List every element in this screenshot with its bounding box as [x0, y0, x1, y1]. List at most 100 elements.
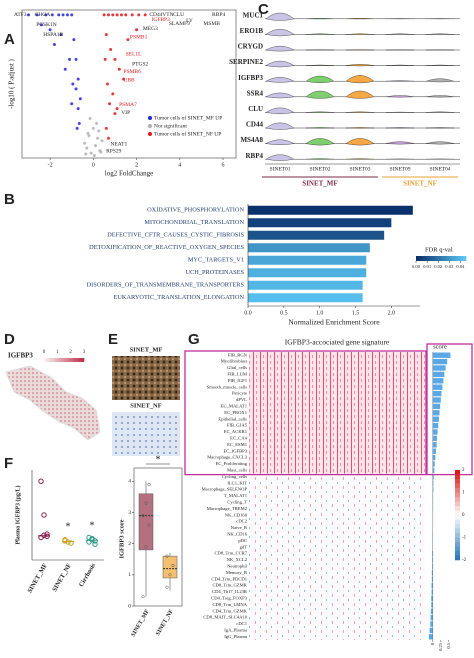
violin: [265, 60, 295, 68]
colorbar-label: 0.00: [412, 264, 421, 269]
point: [141, 595, 145, 599]
colorbar-segment: [455, 528, 460, 534]
point: [72, 38, 76, 42]
violin: [305, 138, 335, 146]
box: [138, 493, 154, 551]
score-bar: [432, 474, 434, 480]
score-bar: [432, 416, 439, 422]
point: [165, 585, 169, 589]
score-bar: [431, 582, 433, 589]
point: [171, 563, 175, 568]
colorbar-label: 2: [462, 468, 465, 473]
point: [115, 107, 119, 111]
category-label: SINET09: [389, 166, 410, 172]
colorbar-segment: [76, 358, 80, 362]
point: [44, 531, 50, 537]
violin: [265, 107, 295, 114]
ihc-image: [112, 412, 180, 456]
violin: [385, 127, 415, 129]
gene-label: PSMB6: [123, 69, 141, 75]
point: [70, 13, 74, 17]
gene-label: CD44: [149, 12, 162, 18]
x-tick-label: 6: [222, 162, 225, 168]
colorbar-segment: [455, 497, 460, 502]
row-label: NK_XCL2: [227, 557, 248, 562]
row-label: EC_ACKR1: [224, 429, 248, 434]
point: [97, 129, 101, 133]
gene-label: PSMB1: [130, 34, 148, 40]
point: [68, 57, 72, 61]
point: [126, 38, 130, 42]
point: [88, 117, 92, 121]
point: [39, 23, 43, 27]
row-label: Epithelial_cells: [218, 416, 247, 421]
point: [95, 121, 99, 125]
colorbar-segment: [455, 533, 460, 538]
colorbar-segment: [71, 358, 75, 362]
category-label: SINET_NF: [155, 608, 175, 636]
colorbar-label: 0: [462, 513, 465, 518]
gene-label: CRYGD: [238, 43, 263, 51]
score-bar: [432, 378, 444, 384]
gene-label: CLU: [173, 12, 184, 18]
row-label: IgG_Plasma: [224, 634, 247, 639]
gene-label: SEL1L: [126, 52, 143, 58]
score-bar: [428, 634, 433, 640]
score-bar: [432, 435, 437, 442]
row-label: NK_CD16: [227, 531, 248, 536]
x-tick-label: 1.5: [352, 310, 360, 316]
point: [38, 478, 44, 484]
point: [57, 13, 61, 17]
point: [122, 77, 126, 81]
row-label: Naive_B: [231, 525, 247, 530]
point: [165, 554, 169, 558]
colorbar-segment: [455, 506, 460, 511]
colorbar-segment: [51, 358, 55, 362]
violin: [265, 77, 295, 83]
row-label: Cycling_cells: [222, 474, 247, 479]
x-axis-label: Normalized Enrichment Score: [288, 318, 380, 327]
colorbar-segment: [46, 358, 50, 362]
violin: [305, 17, 335, 20]
colorbar-segment: [423, 256, 427, 261]
colorbar-segment: [455, 542, 460, 547]
colorbar-segment: [44, 358, 47, 362]
row-label: T_MALAT1: [224, 493, 248, 498]
legend-label: Not significant: [154, 122, 187, 129]
row-label: dPVL: [236, 397, 247, 402]
colorbar-segment: [443, 256, 447, 261]
colorbar-segment: [56, 358, 60, 362]
bar: [248, 280, 363, 290]
violin: [305, 75, 335, 83]
gene-label: CD44: [246, 121, 264, 129]
point: [76, 77, 80, 81]
score-bar: [430, 608, 433, 614]
colorbar-segment: [61, 358, 65, 362]
violin: [305, 111, 335, 113]
gene-label: CLU: [248, 105, 263, 113]
row-label: FIB_GJA5: [227, 423, 248, 428]
point: [71, 82, 75, 86]
colorbar-segment: [455, 537, 460, 543]
colorbar-label: 2: [69, 350, 72, 355]
box: [162, 555, 178, 579]
colorbar-segment: [54, 358, 57, 362]
row-label: pDC: [238, 538, 247, 543]
row-label: CD4_Treg_FOXP3: [211, 595, 248, 600]
point: [111, 13, 115, 17]
colorbar-segment: [455, 474, 460, 480]
score-bar: [429, 627, 433, 634]
bar: [248, 293, 363, 303]
image-label: SINET_MF: [130, 346, 163, 353]
colorbar-segment: [455, 510, 460, 516]
legend-marker: [148, 124, 152, 128]
point: [89, 151, 93, 155]
gene-label: CHGA: [35, 12, 51, 18]
row-label: EC_Proliferating: [216, 461, 248, 466]
plot-frame: [133, 467, 183, 607]
category-label: OXIDATIVE_PHOSPHORYLATION: [147, 207, 244, 214]
colorbar-segment: [428, 256, 432, 261]
gene-label: SSR4: [247, 89, 264, 97]
violin: [425, 33, 455, 35]
violin: [305, 64, 335, 66]
